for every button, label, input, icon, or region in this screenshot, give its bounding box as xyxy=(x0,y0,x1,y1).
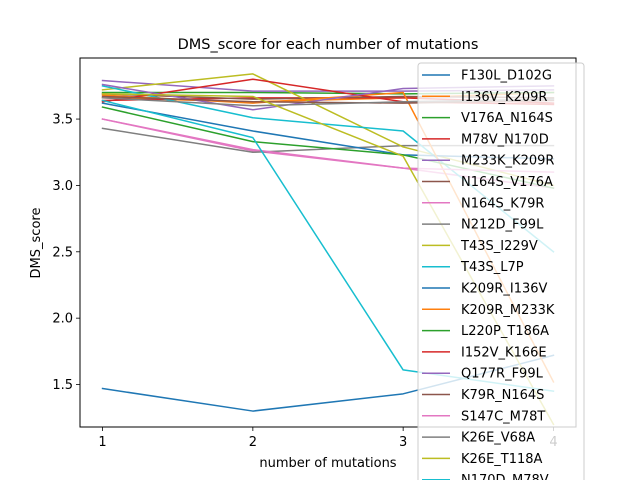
y-tick-label: 3.0 xyxy=(52,179,73,194)
legend-box xyxy=(417,62,585,480)
legend-label-19: N170D_M78V xyxy=(461,473,549,480)
legend-label-11: K209R_M233K xyxy=(461,303,555,318)
legend-label-0: F130L_D102G xyxy=(461,69,552,84)
legend-label-16: S147C_M78T xyxy=(461,409,545,424)
x-tick-label: 1 xyxy=(98,435,106,450)
legend-label-1: I136V_K209R xyxy=(461,90,547,105)
legend-label-17: K26E_V68A xyxy=(461,431,535,446)
x-axis-label: number of mutations xyxy=(259,456,396,471)
legend-label-5: N164S_V176A xyxy=(461,175,553,190)
legend-label-3: M78V_N170D xyxy=(461,132,549,147)
legend-label-10: K209R_I136V xyxy=(461,282,548,297)
legend-label-7: N212D_F99L xyxy=(461,218,544,233)
y-tick-label: 2.0 xyxy=(52,312,73,327)
legend-label-14: Q177R_F99L xyxy=(461,367,544,382)
y-tick-label: 2.5 xyxy=(52,245,73,260)
x-tick-label: 3 xyxy=(399,435,407,450)
legend-label-4: M233K_K209R xyxy=(461,154,554,169)
legend-label-12: L220P_T186A xyxy=(461,324,549,339)
y-axis-label: DMS_score xyxy=(29,208,44,279)
chart-title: DMS_score for each number of mutations xyxy=(178,37,479,53)
x-tick-label: 2 xyxy=(249,435,257,450)
legend-label-9: T43S_L7P xyxy=(460,260,524,275)
legend-label-6: N164S_K79R xyxy=(461,196,544,211)
y-tick-label: 1.5 xyxy=(52,378,73,393)
legend-label-15: K79R_N164S xyxy=(461,388,544,403)
legend: F130L_D102G I136V_K209R V176A_N164S M78V_N1… xyxy=(417,62,585,480)
y-tick-label: 3.5 xyxy=(52,113,73,128)
legend-label-2: V176A_N164S xyxy=(461,111,553,126)
legend-label-13: I152V_K166E xyxy=(461,345,547,360)
legend-label-8: T43S_I229V xyxy=(460,239,538,254)
legend-label-18: K26E_T118A xyxy=(461,452,543,467)
